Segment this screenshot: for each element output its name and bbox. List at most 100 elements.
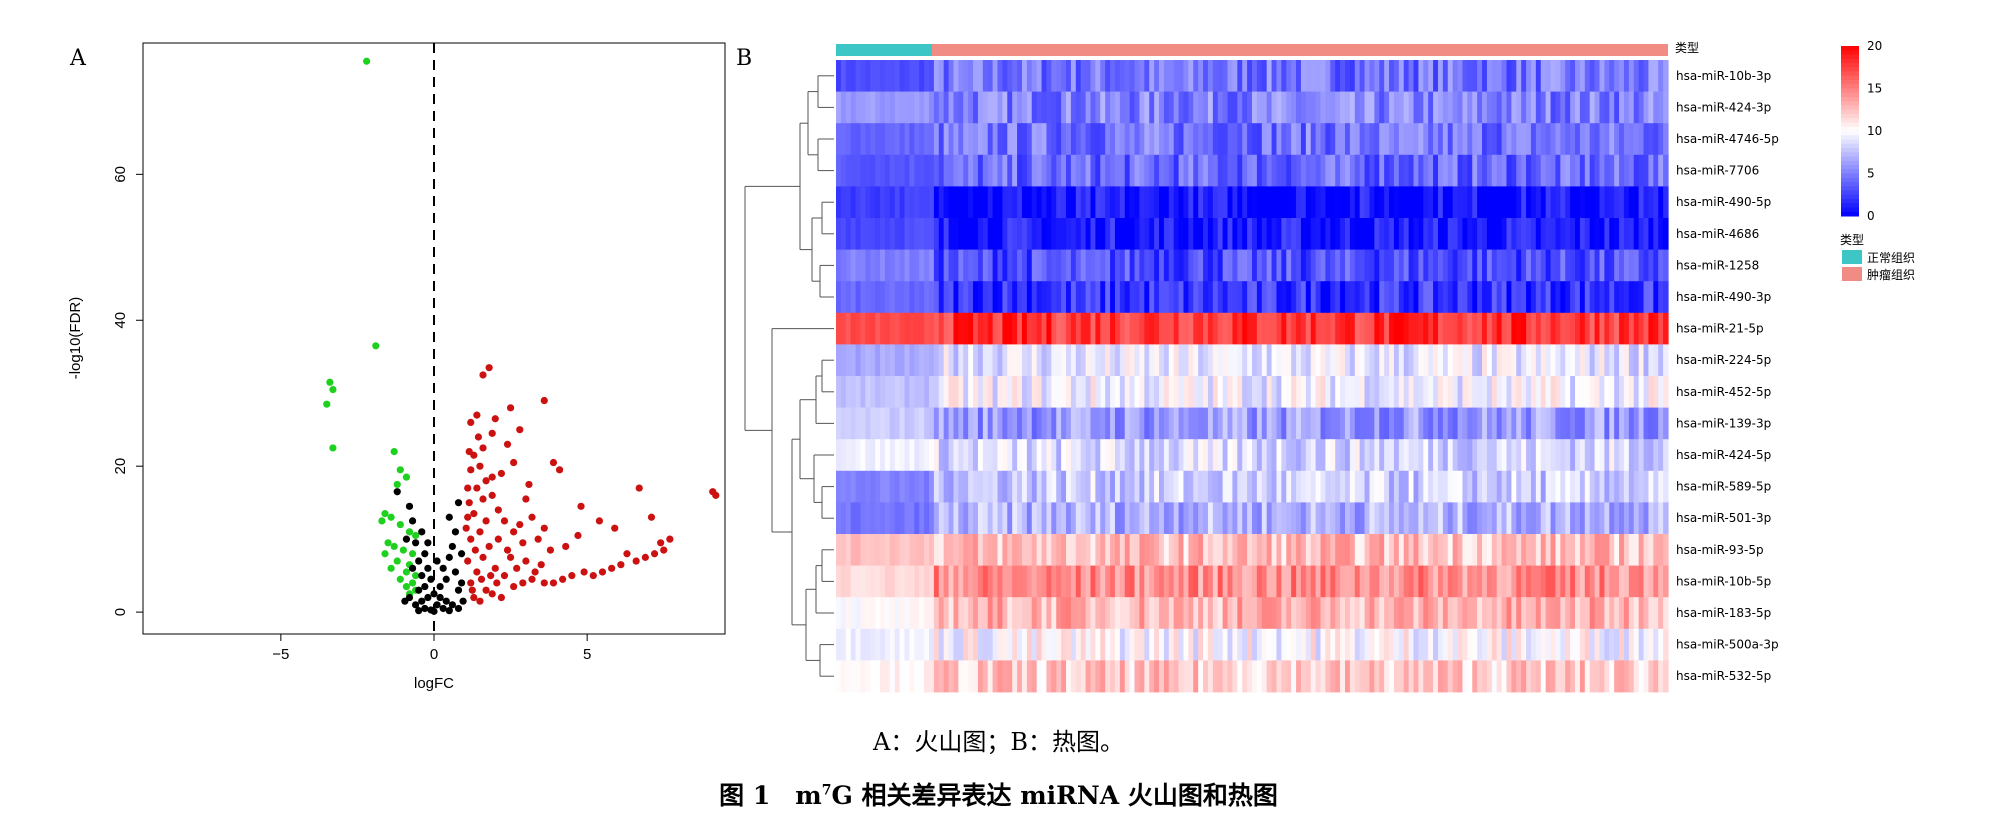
- heatmap-cell-hsa-miR-21-5p: [1614, 312, 1620, 345]
- heatmap-cell-hsa-miR-4686: [1036, 218, 1043, 250]
- heatmap-cell-hsa-miR-501-3p: [1281, 502, 1287, 535]
- heatmap-cell-hsa-miR-10b-3p: [1457, 60, 1464, 92]
- heatmap-cell-hsa-miR-490-3p: [1149, 281, 1155, 314]
- heatmap-cell-hsa-miR-10b-5p: [1628, 565, 1635, 598]
- volcano-point-s0-28: [402, 582, 411, 591]
- heatmap-cell-hsa-miR-424-3p: [884, 91, 891, 124]
- heatmap-cell-hsa-miR-21-5p: [1398, 312, 1405, 345]
- heatmap-cell-hsa-miR-490-5p: [928, 186, 935, 219]
- heatmap-cell-hsa-miR-532-5p: [1579, 660, 1586, 693]
- heatmap-cell-hsa-miR-139-3p: [1075, 407, 1082, 440]
- heatmap-cell-hsa-miR-93-5p: [1305, 534, 1312, 566]
- heatmap-cell-hsa-miR-1258: [1477, 249, 1483, 282]
- heatmap-cell-hsa-miR-501-3p: [1335, 502, 1341, 535]
- heatmap-cell-hsa-miR-424-5p: [1599, 439, 1605, 472]
- heatmap-cell-hsa-miR-1258: [1638, 249, 1645, 282]
- heatmap-cell-hsa-miR-224-5p: [1325, 344, 1331, 377]
- heatmap-cell-hsa-miR-490-3p: [1237, 281, 1243, 314]
- heatmap-cell-hsa-miR-452-5p: [1663, 376, 1669, 408]
- heatmap-cell-hsa-miR-139-3p: [948, 407, 955, 440]
- heatmap-cell-hsa-miR-224-5p: [928, 344, 935, 377]
- heatmap-cell-hsa-miR-139-3p: [1604, 407, 1610, 440]
- heatmap-cell-hsa-miR-93-5p: [1188, 534, 1194, 566]
- heatmap-cell-hsa-miR-7706: [1428, 154, 1434, 187]
- heatmap-cell-hsa-miR-21-5p: [880, 312, 886, 345]
- heatmap-cell-hsa-miR-183-5p: [928, 597, 935, 630]
- heatmap-cell-hsa-miR-21-5p: [1575, 312, 1581, 345]
- heatmap-cell-hsa-miR-1258: [1066, 249, 1072, 282]
- heatmap-cell-hsa-miR-4686: [1061, 218, 1067, 250]
- heatmap-cell-hsa-miR-501-3p: [1163, 502, 1170, 535]
- heatmap-cell-hsa-miR-424-3p: [1619, 91, 1625, 124]
- heatmap-cell-hsa-miR-4746-5p: [1340, 123, 1346, 156]
- color-scale-step: [1841, 126, 1859, 132]
- volcano-point-s2-2: [666, 535, 674, 543]
- heatmap-cell-hsa-miR-4746-5p: [1599, 123, 1605, 156]
- heatmap-cell-hsa-miR-490-3p: [1134, 281, 1141, 314]
- heatmap-cell-hsa-miR-424-3p: [1066, 91, 1072, 124]
- heatmap-cell-hsa-miR-589-5p: [894, 470, 901, 503]
- heatmap-cell-hsa-miR-589-5p: [836, 470, 842, 503]
- heatmap-cell-hsa-miR-452-5p: [1472, 376, 1478, 408]
- heatmap-cell-hsa-miR-7706: [1134, 154, 1141, 187]
- heatmap-cell-hsa-miR-10b-5p: [1335, 565, 1341, 598]
- heatmap-cell-hsa-miR-424-3p: [889, 91, 896, 124]
- heatmap-cell-hsa-miR-490-5p: [1090, 186, 1096, 219]
- heatmap-cell-hsa-miR-424-5p: [1501, 439, 1508, 472]
- heatmap-cell-hsa-miR-93-5p: [1163, 534, 1170, 566]
- heatmap-cell-hsa-miR-183-5p: [1354, 597, 1361, 630]
- heatmap-cell-hsa-miR-21-5p: [1203, 312, 1209, 345]
- heatmap-cell-hsa-miR-4686: [1560, 218, 1566, 250]
- heatmap-cell-hsa-miR-490-5p: [1051, 186, 1057, 219]
- heatmap-cell-hsa-miR-4746-5p: [1129, 123, 1136, 156]
- heatmap-cell-hsa-miR-4686: [1256, 218, 1263, 250]
- heatmap-cell-hsa-miR-139-3p: [958, 407, 964, 440]
- heatmap-cell-hsa-miR-589-5p: [1129, 470, 1136, 503]
- heatmap-cell-hsa-miR-93-5p: [1256, 534, 1263, 566]
- color-scale-step: [1841, 122, 1859, 128]
- heatmap-cell-hsa-miR-452-5p: [884, 376, 891, 408]
- heatmap-cell-hsa-miR-4686: [1315, 218, 1322, 250]
- heatmap-cell-hsa-miR-183-5p: [1374, 597, 1380, 630]
- heatmap-cell-hsa-miR-490-3p: [1565, 281, 1571, 314]
- heatmap-cell-hsa-miR-490-5p: [1526, 186, 1532, 219]
- heatmap-cell-hsa-miR-1258: [1021, 249, 1028, 282]
- heatmap-cell-hsa-miR-93-5p: [1119, 534, 1126, 566]
- heatmap-cell-hsa-miR-500a-3p: [1575, 628, 1581, 661]
- heatmap-cell-hsa-miR-224-5p: [1144, 344, 1150, 377]
- heatmap-cell-hsa-miR-490-3p: [1300, 281, 1307, 314]
- heatmap-cell-hsa-miR-4686: [1486, 218, 1493, 250]
- heatmap-cell-hsa-miR-10b-3p: [1437, 60, 1444, 92]
- heatmap-cell-hsa-miR-10b-3p: [1393, 60, 1400, 92]
- heatmap-cell-hsa-miR-452-5p: [1575, 376, 1581, 408]
- heatmap-cell-hsa-miR-589-5p: [1207, 470, 1214, 503]
- heatmap-cell-hsa-miR-424-5p: [1604, 439, 1610, 472]
- heatmap-cell-hsa-miR-7706: [1589, 154, 1596, 187]
- heatmap-cell-hsa-miR-452-5p: [1398, 376, 1405, 408]
- heatmap-cell-hsa-miR-490-3p: [1085, 281, 1092, 314]
- color-scale-step: [1841, 54, 1859, 60]
- heatmap-cell-hsa-miR-452-5p: [1349, 376, 1356, 408]
- heatmap-cell-hsa-miR-424-3p: [1545, 91, 1552, 124]
- volcano-point-s2-1: [709, 488, 717, 496]
- heatmap-cell-hsa-miR-532-5p: [1021, 660, 1028, 693]
- volcano-point-s2-4: [657, 539, 665, 547]
- heatmap-cell-hsa-miR-589-5p: [1026, 470, 1033, 503]
- heatmap-cell-hsa-miR-452-5p: [1344, 376, 1351, 408]
- heatmap-cell-hsa-miR-10b-5p: [953, 565, 959, 598]
- heatmap-cell-hsa-miR-183-5p: [860, 597, 866, 630]
- heatmap-cell-hsa-miR-490-5p: [1056, 186, 1062, 219]
- heatmap-cell-hsa-miR-589-5p: [1340, 470, 1346, 503]
- heatmap-cell-hsa-miR-21-5p: [1271, 312, 1278, 345]
- heatmap-cell-hsa-miR-490-5p: [1433, 186, 1439, 219]
- heatmap-cell-hsa-miR-7706: [1457, 154, 1464, 187]
- heatmap-cell-hsa-miR-7706: [1506, 154, 1512, 187]
- heatmap-cell-hsa-miR-93-5p: [943, 534, 950, 566]
- volcano-point-s1-14: [436, 593, 444, 602]
- heatmap-cell-hsa-miR-93-5p: [1379, 534, 1385, 566]
- heatmap-cell-hsa-miR-1258: [1286, 249, 1292, 282]
- heatmap-cell-hsa-miR-10b-3p: [1242, 60, 1248, 92]
- heatmap-cell-hsa-miR-4686: [1300, 218, 1307, 250]
- heatmap-cell-hsa-miR-139-3p: [1021, 407, 1028, 440]
- heatmap-cell-hsa-miR-4746-5p: [1021, 123, 1028, 156]
